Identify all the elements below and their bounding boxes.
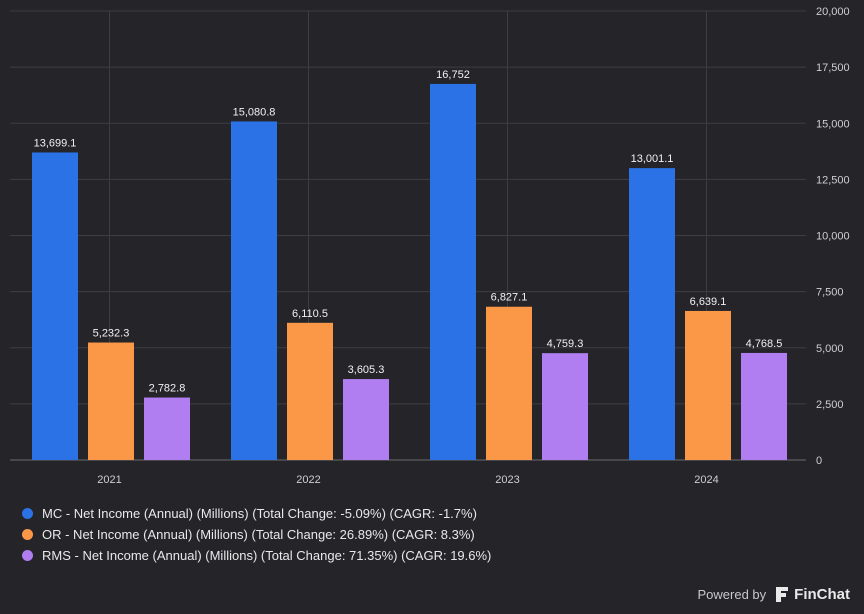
x-tick-label: 2023 xyxy=(495,474,519,486)
finchat-brand: FinChat xyxy=(794,585,850,603)
legend-label-or: OR - Net Income (Annual) (Millions) (Tot… xyxy=(42,527,475,542)
data-label: 15,080.8 xyxy=(233,106,276,118)
bar xyxy=(542,353,588,460)
bar xyxy=(231,121,277,461)
x-tick-label: 2022 xyxy=(296,474,320,486)
legend-item-mc[interactable]: MC - Net Income (Annual) (Millions) (Tot… xyxy=(22,503,491,524)
data-label: 6,110.5 xyxy=(292,308,328,320)
powered-by-label: Powered by xyxy=(697,586,767,602)
bar xyxy=(430,83,476,460)
data-label: 13,001.1 xyxy=(631,153,674,165)
data-label: 5,232.3 xyxy=(93,328,130,340)
bar xyxy=(685,310,731,460)
y-tick-label: 10,000 xyxy=(816,231,850,243)
data-label: 3,605.3 xyxy=(348,364,385,376)
legend-swatch-mc xyxy=(22,508,33,519)
data-label: 4,759.3 xyxy=(547,338,584,350)
y-tick-label: 5,000 xyxy=(816,343,844,355)
x-tick-label: 2021 xyxy=(97,474,121,486)
legend-item-rms[interactable]: RMS - Net Income (Annual) (Millions) (To… xyxy=(22,545,491,566)
y-tick-label: 0 xyxy=(816,455,822,467)
y-tick-label: 15,000 xyxy=(816,118,850,130)
legend-label-rms: RMS - Net Income (Annual) (Millions) (To… xyxy=(42,548,492,563)
data-label: 2,782.8 xyxy=(149,383,186,395)
chart-legend: MC - Net Income (Annual) (Millions) (Tot… xyxy=(22,503,491,566)
legend-swatch-or xyxy=(22,529,33,540)
bar xyxy=(287,322,333,460)
legend-item-or[interactable]: OR - Net Income (Annual) (Millions) (Tot… xyxy=(22,524,491,545)
data-label: 4,768.5 xyxy=(746,338,783,350)
data-label: 6,639.1 xyxy=(690,296,727,308)
y-tick-label: 2,500 xyxy=(816,399,844,411)
x-tick-label: 2024 xyxy=(694,474,718,486)
y-tick-label: 17,500 xyxy=(816,62,850,74)
bar-chart: 0 2,500 5,000 7,500 10,000 12,500 15,000 17,500… xyxy=(10,6,850,486)
data-label: 16,752 xyxy=(436,69,470,81)
data-label: 13,699.1 xyxy=(34,137,77,149)
y-tick-label: 20,000 xyxy=(816,6,850,18)
bar xyxy=(741,352,787,460)
data-label: 6,827.1 xyxy=(491,292,528,304)
y-tick-label: 7,500 xyxy=(816,287,844,299)
bar xyxy=(486,306,532,460)
bar xyxy=(629,168,675,460)
finchat-logo-icon xyxy=(774,585,790,603)
legend-label-mc: MC - Net Income (Annual) (Millions) (Tot… xyxy=(42,506,477,521)
legend-swatch-rms xyxy=(22,550,33,561)
powered-by-finchat[interactable]: Powered by FinChat xyxy=(698,585,850,603)
bar xyxy=(343,379,389,460)
y-tick-label: 12,500 xyxy=(816,174,850,186)
bar xyxy=(32,152,78,460)
bar xyxy=(144,397,190,460)
bar xyxy=(88,342,134,460)
